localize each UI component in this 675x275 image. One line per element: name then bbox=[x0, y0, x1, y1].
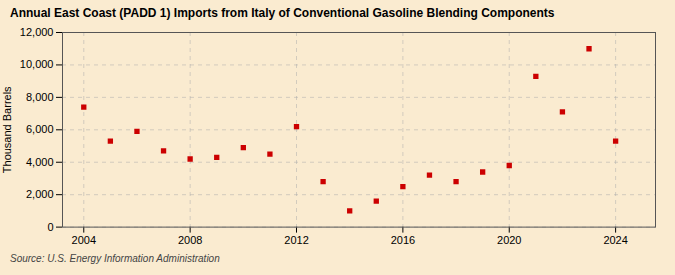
svg-text:2016: 2016 bbox=[391, 234, 415, 246]
svg-text:12,000: 12,000 bbox=[20, 26, 54, 38]
svg-text:2024: 2024 bbox=[603, 234, 627, 246]
svg-text:6,000: 6,000 bbox=[26, 124, 54, 136]
svg-text:4,000: 4,000 bbox=[26, 156, 54, 168]
svg-text:2004: 2004 bbox=[72, 234, 96, 246]
svg-text:Thousand Barrels: Thousand Barrels bbox=[1, 86, 13, 173]
html-text:Source: U.S. Energy Informatio: Source: U.S. Energy Information Administ… bbox=[10, 253, 220, 264]
svg-text:0: 0 bbox=[47, 221, 53, 233]
svg-text:10,000: 10,000 bbox=[20, 59, 54, 71]
svg-text:2008: 2008 bbox=[178, 234, 202, 246]
svg-text:2012: 2012 bbox=[284, 234, 308, 246]
svg-text:2,000: 2,000 bbox=[26, 189, 54, 201]
html-text:Annual East Coast (PADD 1) Imp: Annual East Coast (PADD 1) Imports from … bbox=[10, 6, 555, 20]
svg-text:2020: 2020 bbox=[497, 234, 521, 246]
svg-text:8,000: 8,000 bbox=[26, 91, 54, 103]
